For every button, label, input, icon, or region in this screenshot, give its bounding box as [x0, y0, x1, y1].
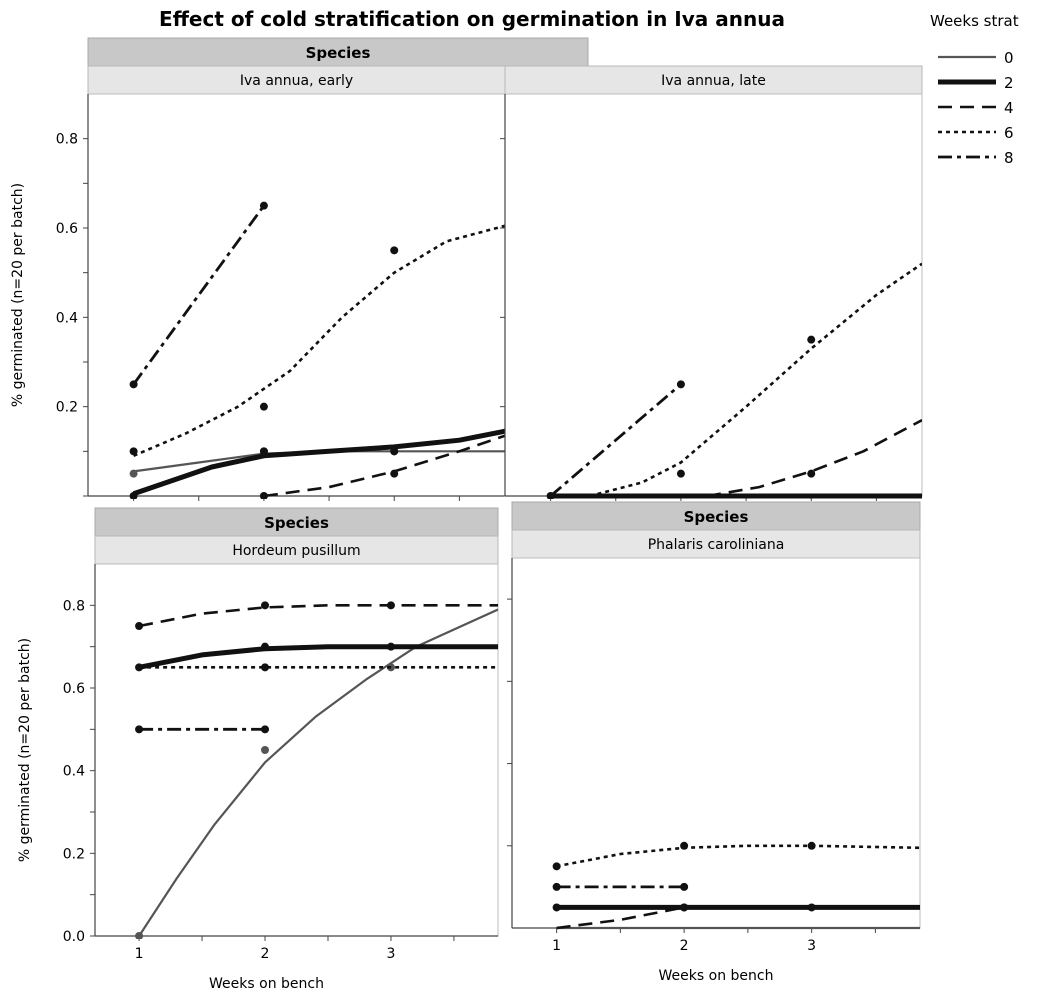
- plot-area: [546, 262, 922, 499]
- data-point-weeks-6: [676, 469, 685, 478]
- series-line-weeks-4: [706, 418, 922, 498]
- data-point-weeks-2: [390, 447, 399, 456]
- y-tick-label: 0.6: [63, 681, 85, 697]
- x-tick-label: 1: [552, 938, 561, 954]
- plot-frame: [511, 557, 921, 929]
- y-tick-label: 0.6: [56, 221, 78, 237]
- data-point-weeks-0: [135, 932, 144, 939]
- data-point-weeks-4: [680, 903, 689, 912]
- panel-3: Species Hordeum pusillum 0.0 0.2 0.4 0.6 0.8 1 2…: [17, 507, 499, 992]
- data-point-weeks-6: [807, 841, 816, 850]
- series-line-weeks-0: [138, 608, 498, 937]
- legend-label-weeks-8: 8: [1004, 149, 1014, 167]
- data-point-weeks-6: [680, 841, 689, 850]
- y-tick-label: 0.4: [56, 310, 78, 326]
- species-strip: [87, 37, 589, 67]
- legend-label-weeks-4: 4: [1004, 99, 1014, 117]
- data-point-weeks-4: [386, 601, 395, 610]
- data-point-weeks-2: [552, 903, 561, 912]
- y-tick-label: 0.0: [63, 929, 85, 945]
- y-tick-label: 0.4: [63, 764, 85, 780]
- species-strip-label: Species: [684, 508, 749, 526]
- plot-area: [129, 201, 505, 499]
- series-line-weeks-6: [133, 224, 505, 457]
- data-point-weeks-6: [129, 447, 138, 456]
- y-axis-label: % germinated (n=20 per batch): [17, 638, 33, 862]
- y-tick-label: 0.2: [56, 400, 78, 416]
- series-line-weeks-2: [132, 428, 505, 497]
- species-strip-label: Species: [306, 44, 371, 62]
- data-point-weeks-6: [552, 862, 561, 871]
- species-strip-label: Species: [264, 514, 329, 532]
- series-line-weeks-6: [589, 262, 922, 498]
- x-tick-label: 3: [807, 938, 816, 954]
- series-line-weeks-6: [556, 844, 920, 868]
- legend-title: Weeks strat: [930, 12, 1019, 30]
- series-line-weeks-4: [138, 604, 498, 628]
- data-point-weeks-6: [261, 663, 270, 672]
- panel-label: Hordeum pusillum: [232, 543, 360, 559]
- panel-4: Species Phalaris caroliniana 1 2 3 Weeks on b…: [507, 501, 921, 984]
- legend-label-weeks-0: 0: [1004, 49, 1014, 67]
- x-tick-label: 3: [386, 946, 395, 962]
- legend-label-weeks-6: 6: [1004, 124, 1014, 142]
- data-point-weeks-6: [390, 246, 399, 255]
- x-axis-label: Weeks on bench: [209, 976, 324, 992]
- data-point-weeks-4: [259, 492, 268, 499]
- data-point-weeks-6: [259, 402, 268, 411]
- data-point-weeks-8: [259, 201, 268, 210]
- series-line-weeks-8: [132, 204, 266, 386]
- data-point-weeks-2: [261, 642, 270, 651]
- data-point-weeks-0: [129, 469, 138, 478]
- data-point-weeks-4: [261, 601, 270, 610]
- x-tick-label: 2: [680, 938, 689, 954]
- x-tick-label: 1: [135, 946, 144, 962]
- data-point-weeks-4: [390, 469, 399, 478]
- series-line-weeks-8: [549, 383, 682, 498]
- panel-2: Iva annua, late: [500, 65, 923, 501]
- panel-strip: [87, 65, 506, 95]
- x-tick-label: 2: [261, 946, 270, 962]
- data-point-weeks-6: [807, 335, 816, 344]
- plot-frame: [504, 93, 923, 497]
- data-point-weeks-2: [259, 447, 268, 456]
- panel-label: Phalaris caroliniana: [648, 537, 785, 553]
- data-point-weeks-8: [129, 380, 138, 389]
- panels: Species Iva annua, early 0.2 0.4 0.6 0.8 % ger…: [10, 37, 923, 992]
- x-axis-label: Weeks on bench: [659, 968, 774, 984]
- species-strip: [511, 501, 921, 531]
- data-point-weeks-8: [546, 492, 555, 499]
- data-point-weeks-8: [261, 725, 270, 734]
- chart-title: Effect of cold stratification on germina…: [159, 7, 785, 31]
- plot-area: [552, 841, 920, 930]
- data-point-weeks-4: [135, 622, 144, 630]
- data-point-weeks-8: [135, 725, 144, 734]
- y-tick-label: 0.2: [63, 846, 85, 862]
- legend-label-weeks-2: 2: [1004, 74, 1014, 92]
- plot-frame: [94, 563, 499, 937]
- series-line-weeks-2: [138, 644, 498, 670]
- y-tick-label: 0.8: [63, 598, 85, 614]
- plot-frame: [87, 93, 506, 497]
- panel-label: Iva annua, late: [661, 73, 766, 89]
- data-point-weeks-2: [129, 492, 138, 499]
- panel-1: Species Iva annua, early 0.2 0.4 0.6 0.8 % ger…: [10, 37, 589, 501]
- panel-label: Iva annua, early: [240, 73, 353, 89]
- data-point-weeks-0: [261, 746, 270, 754]
- plot-area: [135, 601, 498, 939]
- y-tick-label: 0.8: [56, 132, 78, 148]
- data-point-weeks-4: [807, 469, 816, 478]
- legend: Weeks strat 0 2 4 6 8: [930, 12, 1019, 167]
- data-point-weeks-2: [386, 642, 395, 651]
- y-axis-label: % germinated (n=20 per batch): [10, 183, 26, 407]
- data-point-weeks-2: [807, 903, 816, 912]
- data-point-weeks-8: [680, 882, 689, 891]
- panel-strip: [504, 65, 923, 95]
- panel-strip: [511, 529, 921, 559]
- data-point-weeks-8: [676, 380, 685, 389]
- data-point-weeks-8: [552, 882, 561, 891]
- data-point-weeks-2: [135, 663, 144, 672]
